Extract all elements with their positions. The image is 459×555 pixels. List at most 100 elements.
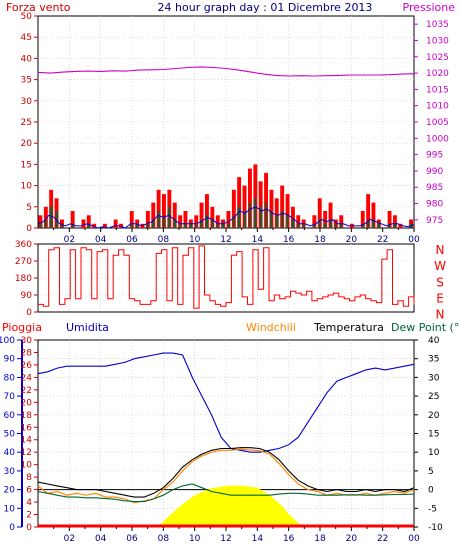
windchill-label: Windchill: [246, 321, 296, 334]
temp-tick-label-25: 25: [428, 392, 439, 402]
humidity-tick-label-70: 70: [4, 392, 16, 402]
wind-green-bar: [50, 206, 53, 228]
temperature-line: [37, 447, 415, 498]
pressure-tick-label-1030: 1030: [426, 36, 449, 46]
wind-tick-label-25: 25: [21, 118, 32, 128]
wind-pressure-panel: 0510152025303540455097598098599099510001…: [21, 12, 450, 245]
rain-tick-label-6: 6: [26, 486, 32, 496]
wind-green-bar: [179, 223, 182, 228]
rain-tick-label-14: 14: [21, 436, 33, 446]
wind-green-bar: [259, 206, 262, 228]
compass-label-N-0: N: [436, 243, 445, 257]
p1-xtick-label-04: 04: [95, 235, 107, 245]
rain-tick-label-28: 28: [21, 348, 33, 358]
wind-bar: [215, 215, 220, 228]
wind-green-bar: [61, 223, 63, 228]
wind-green-bar: [216, 223, 219, 228]
wind-green-bar: [318, 219, 321, 228]
wind-bar: [81, 219, 86, 228]
wind-bar: [242, 185, 247, 228]
pressure-tick-label-980: 980: [426, 200, 443, 210]
wind-green-bar: [211, 219, 214, 228]
p1-xtick-label-14: 14: [252, 235, 264, 245]
wind-bar: [366, 194, 371, 228]
wind-green-bar: [329, 219, 332, 228]
wind-bar: [328, 202, 333, 228]
humidity-tick-label-60: 60: [4, 411, 16, 421]
solar-area: [153, 485, 303, 527]
wind-green-bar: [394, 223, 396, 228]
wind-green-bar: [265, 202, 267, 228]
wind-bar: [253, 164, 258, 228]
wind-bar: [43, 206, 48, 228]
p3-xtick-label-04: 04: [95, 534, 107, 544]
temp-tick-label-30: 30: [428, 373, 440, 383]
wind-green-bar: [324, 223, 327, 228]
wind-green-bar: [146, 223, 149, 228]
humidity-tick-label-40: 40: [4, 448, 16, 458]
wind-bar: [38, 215, 43, 228]
rain-tick-label-24: 24: [21, 373, 33, 383]
wind-green-bar: [206, 215, 208, 228]
wind-bar: [129, 211, 134, 228]
temp-tick-label-0: 0: [428, 486, 434, 496]
wind-green-bar: [173, 219, 176, 228]
temp-tick-label-40: 40: [428, 336, 440, 346]
pressure-tick-label-1005: 1005: [426, 118, 449, 128]
wind-bar: [226, 211, 231, 228]
wind-green-bar: [286, 215, 289, 228]
humidity-tick-label-30: 30: [4, 467, 16, 477]
wind-bar: [113, 219, 118, 228]
rain-tick-label-8: 8: [26, 473, 32, 483]
wind-green-bar: [152, 219, 155, 228]
wind-green-bar: [136, 223, 139, 228]
wind-green-bar: [275, 215, 278, 228]
rain-tick-label-4: 4: [26, 498, 32, 508]
wind-green-bar: [163, 215, 165, 228]
wind-green-bar: [302, 223, 305, 228]
wind-bar: [291, 206, 295, 228]
wind-bar: [156, 189, 161, 228]
wind-bar: [258, 181, 263, 228]
wind-bar: [86, 215, 91, 228]
temperature-label: Temperatura: [313, 321, 384, 334]
rain-tick-label-10: 10: [21, 461, 33, 471]
pressure-tick-label-990: 990: [426, 167, 443, 177]
wind-green-bar: [361, 223, 364, 228]
wind-green-bar: [87, 223, 90, 228]
p1-xtick-label-18: 18: [314, 235, 326, 245]
wind-bar: [274, 198, 279, 228]
temp-tick-label-5: 5: [428, 467, 434, 477]
chart-title: 24 hour graph day : 01 Dicembre 2013: [158, 1, 373, 14]
humidity-tick-label-90: 90: [4, 355, 16, 365]
wind-bar: [210, 206, 215, 228]
wind-tick-label-45: 45: [21, 33, 32, 43]
wind-green-bar: [388, 223, 391, 228]
pressure-tick-label-975: 975: [426, 216, 443, 226]
wind-bar: [285, 194, 290, 228]
p1-xtick-label-10: 10: [189, 235, 201, 245]
wind-bar: [151, 202, 156, 228]
wind-bar: [92, 223, 97, 228]
direction-tick-label-0: 0: [26, 308, 32, 318]
p3-xtick-label-00: 00: [408, 534, 420, 544]
wind-green-bar: [292, 219, 294, 228]
p3-xtick-label-08: 08: [158, 534, 170, 544]
wind-bar: [103, 223, 107, 228]
wind-tick-label-35: 35: [21, 76, 32, 86]
compass-label-E-3: E: [436, 291, 444, 305]
rain-tick-label-18: 18: [21, 411, 33, 421]
p1-xtick-label-20: 20: [346, 235, 358, 245]
wind-bar: [317, 198, 322, 228]
humidity-tick-label-100: 100: [0, 336, 15, 346]
wind-axis-label: Forza vento: [6, 1, 71, 14]
p1-xtick-label-06: 06: [126, 235, 138, 245]
wind-green-bar: [367, 219, 370, 228]
temp-tick-label-35: 35: [428, 355, 439, 365]
wind-bar: [371, 202, 376, 228]
temp-tick-label-20: 20: [428, 411, 440, 421]
wind-bar: [183, 211, 188, 228]
pressure-axis-label: Pressione: [403, 1, 456, 14]
wind-green-bar: [157, 211, 160, 228]
